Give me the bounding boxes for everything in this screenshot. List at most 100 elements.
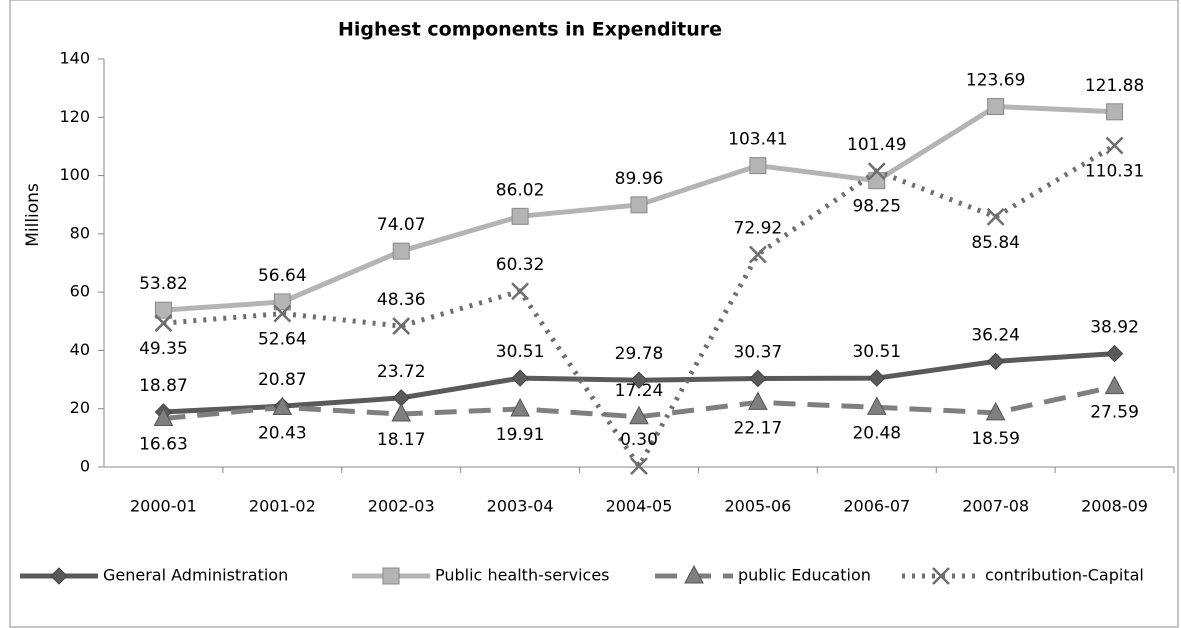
- marker: [1105, 344, 1124, 363]
- marker: [630, 196, 648, 214]
- data-label: 22.17: [734, 418, 783, 438]
- x-tick-label: 2004-05: [606, 497, 673, 516]
- data-label: 74.07: [377, 215, 426, 235]
- marker: [273, 293, 291, 311]
- data-label: 98.25: [852, 197, 901, 217]
- marker-stroke: [630, 457, 648, 476]
- marker: [986, 207, 1005, 226]
- data-label: 48.36: [377, 290, 426, 310]
- marker: [749, 157, 767, 175]
- legend-label: General Administration: [103, 566, 288, 585]
- marker: [272, 396, 293, 415]
- data-label: 16.63: [139, 435, 188, 455]
- marker: [382, 567, 400, 585]
- marker: [511, 207, 529, 225]
- legend-label: public Education: [738, 566, 871, 585]
- data-label: 0.30: [620, 430, 658, 450]
- marker-stroke: [273, 304, 292, 323]
- legend-label: Public health-services: [435, 566, 610, 585]
- data-label: 110.31: [1085, 162, 1144, 182]
- data-label: 30.51: [496, 342, 545, 362]
- marker-stroke: [986, 207, 1005, 226]
- y-axis-label: Millions: [23, 183, 43, 247]
- marker: [629, 405, 649, 425]
- marker: [511, 369, 529, 387]
- marker: [510, 397, 530, 417]
- data-label: 36.24: [971, 325, 1020, 345]
- marker-stroke: [867, 162, 886, 181]
- y-tick-label: 20: [70, 398, 90, 417]
- data-label: 121.88: [1085, 76, 1144, 96]
- marker: [153, 407, 174, 427]
- data-label: 85.84: [971, 233, 1020, 253]
- data-label: 27.59: [1090, 403, 1139, 423]
- data-label: 17.24: [615, 381, 664, 401]
- marker: [511, 282, 529, 301]
- data-label: 20.43: [258, 423, 307, 443]
- marker: [749, 245, 767, 264]
- x-tick-label: 2005-06: [724, 497, 791, 516]
- marker: [391, 402, 412, 422]
- data-label: 23.72: [377, 362, 426, 382]
- marker: [1104, 375, 1125, 395]
- data-label: 72.92: [734, 218, 783, 238]
- data-label: 30.51: [852, 342, 901, 362]
- data-label: 18.17: [377, 430, 426, 450]
- marker-stroke: [1105, 136, 1124, 155]
- data-label: 29.78: [615, 344, 664, 364]
- marker: [748, 391, 768, 410]
- x-tick-label: 2002-03: [368, 497, 435, 516]
- data-label: 49.35: [139, 339, 188, 359]
- marker: [987, 98, 1005, 116]
- data-label: 60.32: [496, 255, 545, 275]
- y-tick-label: 100: [59, 165, 90, 184]
- marker-stroke: [749, 245, 767, 264]
- marker: [932, 567, 950, 585]
- y-tick-label: 40: [70, 340, 90, 359]
- marker: [868, 369, 886, 387]
- y-tick-label: 0: [80, 457, 90, 476]
- x-tick-label: 2006-07: [843, 497, 910, 516]
- marker: [50, 567, 68, 585]
- data-label: 56.64: [258, 266, 307, 286]
- chart-title: Highest components in Expenditure: [338, 19, 722, 41]
- marker: [985, 401, 1006, 421]
- y-tick-label: 80: [70, 223, 90, 242]
- data-label: 20.87: [258, 370, 307, 390]
- data-label: 103.41: [728, 130, 787, 150]
- x-tick-label: 2000-01: [130, 497, 197, 516]
- x-tick-label: 2007-08: [962, 497, 1029, 516]
- y-tick-label: 120: [59, 107, 90, 126]
- data-label: 30.37: [734, 342, 783, 362]
- marker-stroke: [392, 317, 411, 335]
- marker: [1106, 103, 1124, 121]
- marker: [154, 301, 172, 319]
- data-label: 89.96: [615, 169, 664, 189]
- legend-label: contribution-Capital: [985, 566, 1144, 585]
- x-tick-label: 2003-04: [487, 497, 554, 516]
- marker: [1105, 136, 1124, 155]
- data-label: 101.49: [847, 135, 906, 155]
- data-label: 19.91: [496, 425, 545, 445]
- y-tick-label: 140: [59, 49, 90, 68]
- data-label: 123.69: [966, 71, 1025, 91]
- data-label: 38.92: [1090, 318, 1139, 338]
- data-label: 53.82: [139, 274, 188, 294]
- marker: [866, 396, 887, 415]
- marker: [630, 371, 648, 389]
- data-label: 18.59: [971, 429, 1020, 449]
- x-tick-label: 2001-02: [249, 497, 316, 516]
- data-label: 52.64: [258, 330, 307, 350]
- data-label: 86.02: [496, 180, 545, 200]
- marker: [154, 314, 173, 333]
- data-label: 18.87: [139, 376, 188, 396]
- marker-stroke: [511, 282, 529, 301]
- marker: [630, 457, 648, 476]
- marker: [273, 304, 292, 323]
- marker-stroke: [154, 314, 173, 333]
- x-tick-label: 2008-09: [1081, 497, 1148, 516]
- data-label: 20.48: [852, 423, 901, 443]
- marker: [684, 564, 704, 584]
- marker: [392, 317, 411, 335]
